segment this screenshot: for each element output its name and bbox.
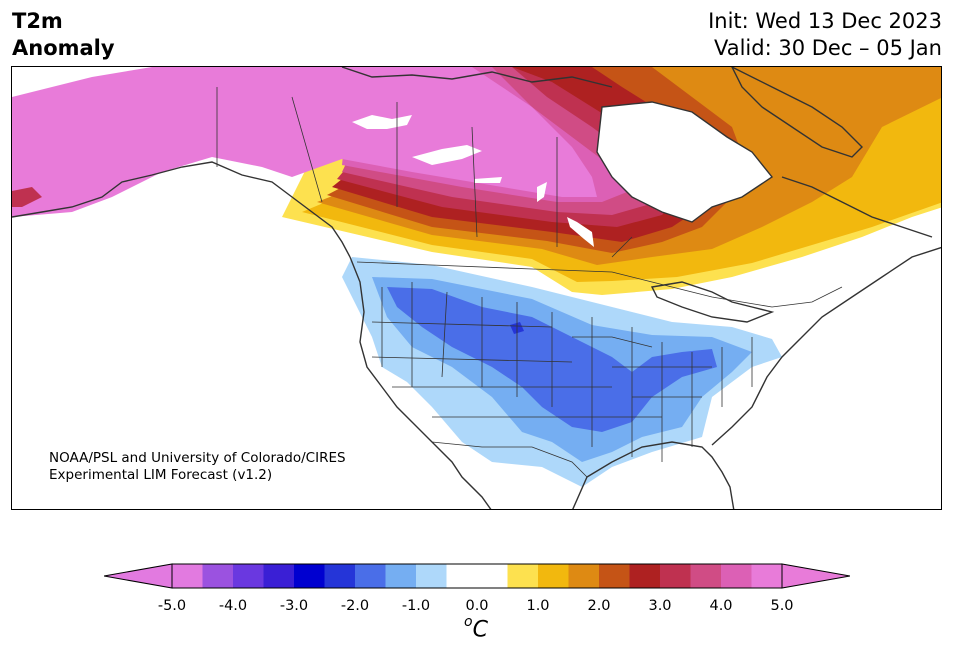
colorbar-unit: oC bbox=[464, 614, 488, 643]
political-boundaries bbox=[216, 87, 843, 478]
colorbar-tick-label: -5.0 bbox=[157, 598, 187, 614]
coastlines-and-borders bbox=[12, 67, 941, 509]
hudson-bay-coast bbox=[596, 101, 774, 223]
colorbar-tick-label: -3.0 bbox=[279, 598, 309, 614]
colorbar-cell bbox=[416, 564, 447, 588]
colorbar-tick-label: -1.0 bbox=[401, 598, 431, 614]
title-line-1: T2m bbox=[12, 9, 63, 33]
us-mexico-border bbox=[431, 441, 588, 478]
cold-anomaly-shading bbox=[342, 257, 782, 487]
reindeer-lake bbox=[537, 182, 547, 202]
colorbar-cell bbox=[629, 564, 661, 588]
valid-date: Valid: 30 Dec – 05 Jan bbox=[713, 36, 942, 60]
us-states-east bbox=[591, 317, 753, 462]
alaska-coast bbox=[12, 161, 351, 258]
colorbar-cell bbox=[385, 564, 417, 588]
colorbar-under-arrow bbox=[104, 563, 173, 589]
colorbar-cell bbox=[477, 564, 508, 588]
credit-line-2: Experimental LIM Forecast (v1.2) bbox=[49, 467, 273, 483]
colorbar-cell bbox=[507, 564, 539, 588]
colorbar-cell bbox=[355, 564, 386, 588]
anomaly-map bbox=[12, 67, 941, 509]
colorbar-cell bbox=[172, 564, 203, 588]
colorbar-cells bbox=[172, 564, 783, 588]
forecast-dates: Init: Wed 13 Dec 2023 Valid: 30 Dec – 05… bbox=[708, 8, 942, 62]
colorbar-tick-label: 5.0 bbox=[770, 598, 794, 614]
credit-line-1: NOAA/PSL and University of Colorado/CIRE… bbox=[49, 450, 346, 466]
colorbar-cell bbox=[294, 564, 325, 588]
labrador-coast bbox=[781, 176, 933, 238]
lake-athabasca bbox=[474, 177, 502, 183]
arctic-coast bbox=[341, 67, 613, 88]
colorbar-over-arrow bbox=[781, 563, 850, 589]
canada-provinces bbox=[216, 87, 633, 258]
gulf-coast bbox=[572, 441, 735, 509]
colorbar-cell bbox=[538, 564, 569, 588]
colorbar-cell bbox=[721, 564, 752, 588]
init-date: Init: Wed 13 Dec 2023 bbox=[708, 9, 942, 33]
atlantic-coast bbox=[711, 246, 941, 446]
us-states-west bbox=[381, 282, 553, 407]
colorbar-cell bbox=[568, 564, 600, 588]
colorbar-cell bbox=[324, 564, 356, 588]
colorbar-cell bbox=[446, 564, 478, 588]
credit-text: NOAA/PSL and University of Colorado/CIRE… bbox=[49, 450, 346, 484]
colorbar-tick-label: -4.0 bbox=[218, 598, 248, 614]
colorbar-tick-label: 3.0 bbox=[648, 598, 672, 614]
colorbar-cell bbox=[690, 564, 722, 588]
title-line-2: Anomaly bbox=[12, 36, 115, 60]
hudson-bay bbox=[597, 102, 772, 222]
great-slave-lake bbox=[412, 145, 482, 165]
us-states-grid bbox=[371, 321, 712, 418]
colorbar-tick-label: -2.0 bbox=[340, 598, 370, 614]
colorbar-tick-label: 4.0 bbox=[709, 598, 733, 614]
colorbar-tick-label: 0.0 bbox=[465, 598, 489, 614]
colorbar bbox=[104, 563, 850, 589]
colorbar-cell bbox=[263, 564, 295, 588]
colorbar-cell bbox=[751, 564, 783, 588]
us-canada-border bbox=[356, 261, 843, 308]
great-lakes bbox=[650, 281, 775, 323]
colorbar-cell bbox=[202, 564, 234, 588]
colorbar-cell bbox=[599, 564, 630, 588]
unit-letter: C bbox=[472, 617, 488, 643]
pacific-coast bbox=[349, 256, 492, 509]
map-panel bbox=[11, 66, 942, 510]
colorbar-outline bbox=[171, 563, 783, 589]
colorbar-cell bbox=[660, 564, 691, 588]
colorbar-tick-label: 2.0 bbox=[587, 598, 611, 614]
unit-superscript: o bbox=[464, 614, 473, 630]
colorbar-cell bbox=[233, 564, 264, 588]
anomaly-small-red-patch bbox=[12, 187, 42, 207]
lake-winnipeg bbox=[567, 217, 594, 247]
map-title: T2m Anomaly bbox=[12, 8, 115, 62]
colorbar-tick-label: 1.0 bbox=[526, 598, 550, 614]
baffin-island bbox=[731, 67, 863, 158]
